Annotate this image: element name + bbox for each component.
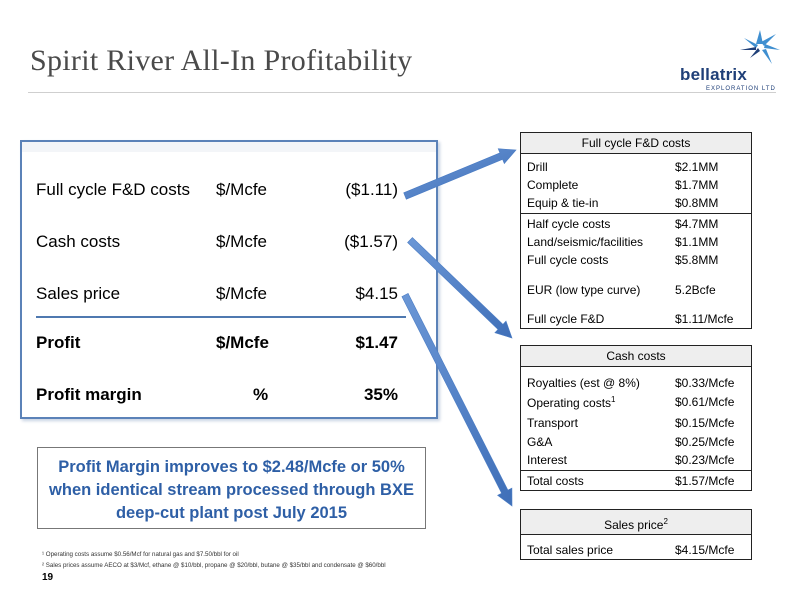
title-divider xyxy=(28,92,776,93)
sales-price-table-header: Sales price2 xyxy=(521,510,751,535)
cash-costs-table-header: Cash costs xyxy=(521,346,751,367)
profitability-summary-box: Full cycle F&D costs $/Mcfe ($1.11) Cash… xyxy=(20,140,438,419)
arrow-sales-price xyxy=(401,292,513,507)
star-burst-icon xyxy=(740,30,780,64)
page-number: 19 xyxy=(42,572,54,583)
fd-costs-table: Full cycle F&D costs Drill $2.1MM Complet… xyxy=(520,132,752,329)
logo-subtitle: EXPLORATION LTD xyxy=(706,86,776,92)
profit-margin-callout: Profit Margin improves to $2.48/Mcfe or … xyxy=(37,447,426,529)
summary-divider xyxy=(36,316,406,318)
fd-costs-table-header: Full cycle F&D costs xyxy=(521,133,751,154)
footnote-2: ² Sales prices assume AECO at $3/Mcf, et… xyxy=(42,562,386,569)
sales-price-table: Sales price2 Total sales price $4.15/Mcfe xyxy=(520,509,752,560)
logo-wordmark: bellatrix xyxy=(680,65,747,84)
cash-costs-table: Cash costs Royalties (est @ 8%) $0.33/Mcf… xyxy=(520,345,752,491)
footnote-1: ¹ Operating costs assume $0.56/Mcf for n… xyxy=(42,551,239,558)
company-logo: bellatrix EXPLORATION LTD xyxy=(676,28,788,104)
page-title: Spirit River All-In Profitability xyxy=(30,44,413,77)
arrow-cash-costs xyxy=(407,237,513,339)
arrow-fd-costs xyxy=(403,148,517,200)
